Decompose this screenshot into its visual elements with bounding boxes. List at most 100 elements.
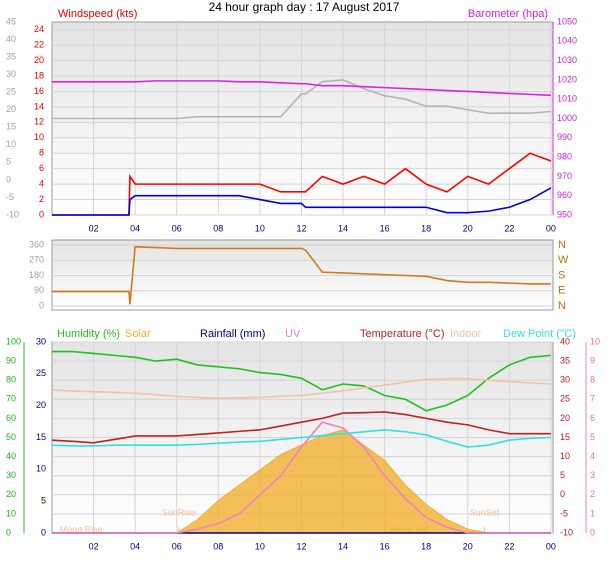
y-tick-label: 4 [590, 451, 595, 461]
x-tick-label: 10 [255, 541, 265, 551]
x-tick-label: 22 [504, 223, 514, 233]
y-tick-label: 10 [560, 451, 570, 461]
y-tick-label: 7 [590, 394, 595, 404]
x-tick-label: 06 [172, 223, 182, 233]
y-tick-label: 22 [34, 40, 44, 50]
y-tick-label: 35 [560, 355, 570, 365]
y-tick-label: 5 [6, 157, 11, 167]
x-tick-label: 00 [546, 541, 556, 551]
y-tick-label: 20 [6, 104, 16, 114]
y-tick-label: 0 [41, 527, 46, 537]
x-tick-label: 04 [130, 223, 140, 233]
y-tick-label: 0 [39, 300, 44, 310]
x-tick-label: 16 [380, 541, 390, 551]
x-tick-label: 08 [213, 223, 223, 233]
y-tick-label: 30 [36, 336, 46, 346]
x-tick-label: 06 [172, 541, 182, 551]
annotation: SunSet [470, 507, 500, 517]
y-tick-label: 4 [39, 178, 44, 188]
x-tick-label: 12 [296, 541, 306, 551]
y-tick-label: 6 [590, 413, 595, 423]
legend-label: Solar [125, 328, 151, 340]
line [51, 411, 551, 444]
y-tick-label: 100 [6, 336, 21, 346]
y-tick-label: -5 [6, 192, 14, 202]
legend-label: UV [285, 328, 301, 340]
x-tick-label: 02 [89, 541, 99, 551]
x-tick-label: 10 [255, 223, 265, 233]
y-tick-label: 90 [6, 355, 16, 365]
x-tick-label: 14 [338, 223, 348, 233]
y-tick-label: -10 [560, 527, 573, 537]
direction-label: W [558, 254, 569, 266]
y-tick-label: 3 [590, 470, 595, 480]
x-tick-label: 20 [463, 223, 473, 233]
y-tick-label: 0 [6, 174, 11, 184]
y-tick-label: 5 [590, 432, 595, 442]
legend-label: Indoor [450, 328, 482, 340]
y-tick-label: 10 [590, 336, 600, 346]
y-tick-label: 2 [590, 489, 595, 499]
y-tick-label: 5 [41, 496, 46, 506]
y-tick-label: 10 [6, 139, 16, 149]
line [51, 429, 551, 448]
legend-label: Humidity (%) [57, 328, 120, 340]
y-tick-label: 20 [36, 400, 46, 410]
y-tick-label: 1040 [557, 36, 577, 46]
y-tick-label: 40 [560, 336, 570, 346]
x-tick-label: 00 [546, 223, 556, 233]
y-tick-label: 70 [6, 394, 16, 404]
y-tick-label: 80 [6, 375, 16, 385]
y-tick-label: 0 [560, 489, 565, 499]
y-tick-label: 1020 [557, 74, 577, 84]
y-tick-label: 15 [36, 432, 46, 442]
direction-label: N [558, 239, 566, 251]
y-tick-label: 30 [6, 470, 16, 480]
line [52, 421, 551, 534]
y-tick-label: 50 [6, 432, 16, 442]
y-tick-label: 6 [39, 163, 44, 173]
y-tick-label: 270 [29, 255, 44, 265]
y-tick-label: 18 [34, 70, 44, 80]
y-tick-label: 10 [36, 464, 46, 474]
y-tick-label: 1050 [557, 16, 577, 26]
y-tick-label: 40 [6, 34, 16, 44]
y-tick-label: 15 [560, 432, 570, 442]
y-tick-label: 25 [36, 368, 46, 378]
x-tick-label: 22 [504, 541, 514, 551]
y-tick-label: 40 [6, 451, 16, 461]
y-tick-label: 30 [6, 69, 16, 79]
x-tick-label: 14 [338, 541, 348, 551]
y-tick-label: 5 [560, 470, 565, 480]
y-tick-label: 14 [34, 101, 44, 111]
y-tick-label: 15 [6, 122, 16, 132]
axis-title: Barometer (hpa) [468, 8, 548, 20]
x-tick-label: 16 [380, 223, 390, 233]
y-tick-label: 10 [34, 132, 44, 142]
y-tick-label: 25 [6, 87, 16, 97]
line [52, 79, 551, 120]
x-tick-label: 02 [89, 223, 99, 233]
line [51, 377, 551, 399]
y-tick-label: 8 [590, 375, 595, 385]
y-tick-label: -10 [6, 209, 19, 219]
x-tick-label: 12 [296, 223, 306, 233]
y-tick-label: 1010 [557, 94, 577, 104]
line [52, 245, 551, 305]
x-tick-label: 18 [421, 223, 431, 233]
y-tick-label: 2 [39, 194, 44, 204]
y-tick-label: 180 [29, 270, 44, 280]
legend-label: Dew Point (°C) [503, 328, 576, 340]
line [52, 80, 551, 97]
y-tick-label: 950 [557, 209, 572, 219]
y-tick-label: 8 [39, 148, 44, 158]
plot-area [51, 239, 554, 311]
legend-label: Temperature (°C) [360, 328, 444, 340]
chart-title: 24 hour graph day : 17 August 2017 [209, 0, 400, 14]
y-tick-label: 90 [34, 285, 44, 295]
y-tick-label: 20 [34, 55, 44, 65]
y-tick-label: 970 [557, 171, 572, 181]
y-tick-label: 1000 [557, 113, 577, 123]
y-tick-label: 16 [34, 86, 44, 96]
